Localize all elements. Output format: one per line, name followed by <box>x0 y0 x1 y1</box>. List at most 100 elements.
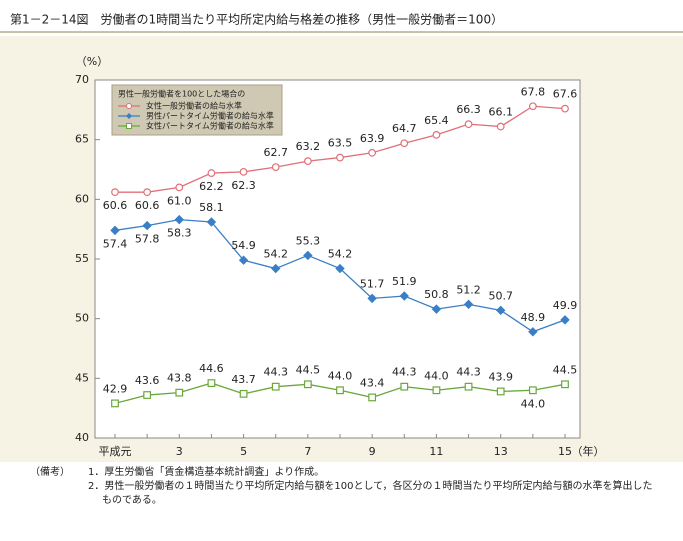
data-label: 62.7 <box>263 146 288 159</box>
x-tick-label: 13 <box>494 445 508 458</box>
data-label: 44.3 <box>392 366 417 379</box>
marker <box>303 380 312 389</box>
marker <box>206 217 217 227</box>
y-tick-label: 55 <box>75 252 89 265</box>
legend-label: 女性一般労働者の給与水準 <box>146 101 242 111</box>
data-label: 57.8 <box>135 233 160 246</box>
y-tick-label: 50 <box>75 312 89 325</box>
marker <box>271 263 281 274</box>
data-label: 43.7 <box>231 373 256 386</box>
data-label: 58.3 <box>167 227 192 240</box>
data-label: 63.5 <box>328 137 353 150</box>
marker <box>143 188 152 197</box>
legend: 男性一般労働者を100とした場合の女性一般労働者の給与水準男性パートタイム労働者… <box>111 84 283 136</box>
x-tick-label: 3 <box>176 445 183 458</box>
marker <box>303 250 313 261</box>
data-label: 66.1 <box>488 106 513 119</box>
marker <box>143 391 152 399</box>
data-label: 67.6 <box>553 88 578 101</box>
legend-marker <box>126 123 132 129</box>
marker <box>207 379 216 388</box>
y-tick-label: 60 <box>75 192 89 205</box>
note: 1．厚生労働省「賃金構造基本統計調査」より作成。 <box>88 467 325 478</box>
marker <box>303 157 312 166</box>
legend-label: 女性パートタイム労働者の給与水準 <box>146 121 274 131</box>
data-label: 43.6 <box>135 374 160 387</box>
data-label: 44.6 <box>199 362 224 375</box>
data-label: 44.5 <box>553 363 578 376</box>
marker <box>110 225 120 236</box>
marker <box>111 399 119 408</box>
data-label: 44.3 <box>263 366 288 379</box>
data-label: 44.0 <box>521 397 546 410</box>
marker <box>239 167 248 176</box>
data-label: 66.3 <box>456 103 481 116</box>
marker <box>432 386 441 395</box>
marker <box>561 104 569 113</box>
marker <box>335 263 345 274</box>
data-label: 55.3 <box>296 234 321 247</box>
marker <box>111 188 119 197</box>
data-label: 43.8 <box>167 372 192 385</box>
marker <box>207 169 216 177</box>
marker <box>336 153 344 162</box>
y-unit: （%） <box>76 55 108 68</box>
notes: （備考） 1．厚生労働省「賃金構造基本統計調査」より作成。 2．男性一般労働者の… <box>30 466 660 508</box>
legend-box <box>111 84 283 136</box>
data-label: 62.2 <box>199 180 224 193</box>
marker <box>528 327 538 337</box>
marker <box>560 315 570 325</box>
data-label: 58.1 <box>199 201 224 214</box>
marker <box>400 139 409 148</box>
data-label: 44.0 <box>328 369 353 382</box>
marker <box>175 388 184 397</box>
plot-area <box>94 79 581 439</box>
marker <box>142 220 152 231</box>
marker <box>239 389 248 398</box>
x-tick-label: 平成元 <box>99 445 132 458</box>
data-label: 60.6 <box>103 199 128 212</box>
marker <box>399 291 409 301</box>
data-label: 67.8 <box>521 85 546 98</box>
marker <box>432 130 441 139</box>
marker <box>271 163 280 172</box>
data-label: 44.5 <box>296 363 321 376</box>
y-tick-label: 70 <box>75 73 89 86</box>
marker <box>496 387 505 396</box>
x-unit: （年） <box>572 444 605 458</box>
marker <box>271 382 280 391</box>
legend-title: 男性一般労働者を100とした場合の <box>118 89 245 99</box>
data-label: 57.4 <box>103 237 128 250</box>
data-label: 63.9 <box>360 132 385 145</box>
series: 60.6 60.6 61.0 62.2 62.3 62.7 63.2 63.5 63.9 64.7… <box>103 85 578 212</box>
legend-marker <box>126 113 132 119</box>
marker <box>528 386 537 395</box>
data-label: 51.9 <box>392 275 417 288</box>
marker <box>367 293 377 304</box>
data-label: 43.9 <box>488 370 513 383</box>
data-label: 51.2 <box>456 283 481 296</box>
data-label: 44.3 <box>456 366 481 379</box>
x-tick-label: 9 <box>369 445 376 458</box>
marker <box>496 305 506 316</box>
marker <box>368 393 377 402</box>
marker <box>496 122 505 131</box>
data-label: 60.6 <box>135 199 160 212</box>
data-label: 50.8 <box>424 288 449 301</box>
data-label: 48.9 <box>521 311 546 324</box>
data-label: 42.9 <box>103 382 128 395</box>
data-label: 62.3 <box>231 179 256 192</box>
series: 42.9 43.6 43.8 44.6 43.7 44.3 44.5 44.0 43.4 44.3… <box>103 362 578 410</box>
marker <box>238 255 249 265</box>
data-label: 54.9 <box>231 239 256 252</box>
note: 2．男性一般労働者の１時間当たり平均所定内給与額を100として，各区分の１時間当… <box>88 481 653 506</box>
legend-label: 男性パートタイム労働者の給与水準 <box>146 111 274 121</box>
marker <box>561 380 569 389</box>
data-label: 51.7 <box>360 277 385 290</box>
data-label: 65.4 <box>424 114 449 127</box>
x-tick-label: 7 <box>304 445 311 458</box>
marker <box>368 148 377 157</box>
y-tick-label: 65 <box>75 133 89 146</box>
series: 57.4 57.8 58.3 58.1 54.9 54.2 55.3 54.2 51.7 51.9… <box>103 201 577 337</box>
chart: 第1－2－14図 労働者の1時間当たり平均所定内給与格差の推移（男性一般労働者＝… <box>0 12 683 462</box>
